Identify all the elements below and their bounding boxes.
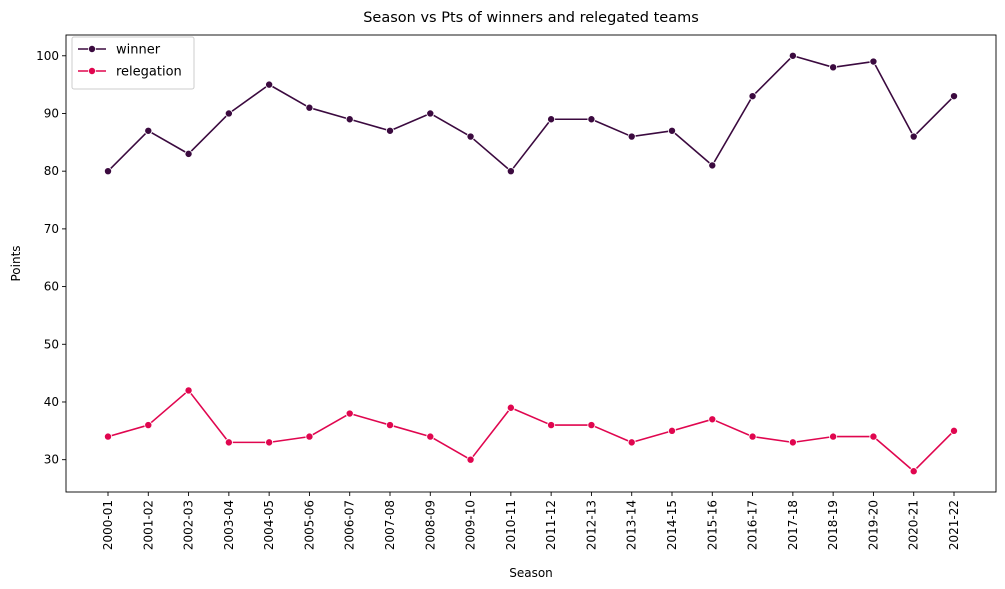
x-tick-label: 2016-17 [746,500,760,550]
winner-point [788,51,797,60]
legend-label-winner: winner [116,43,161,58]
y-axis-label: Points [9,245,23,281]
winner-point [627,132,636,141]
winner-point [144,126,153,135]
relegation-point [748,432,757,441]
x-tick-label: 2021-22 [947,500,961,550]
winner-line [107,54,955,172]
relegation-point [708,415,717,424]
relegation-point [385,421,394,430]
winner-point [708,161,717,170]
winner-point [909,132,918,141]
legend: winner relegation [71,36,195,90]
relegation-point [426,432,435,441]
plot-area [65,34,997,493]
series-relegation [104,386,959,476]
chart-title: Season vs Pts of winners and relegated t… [363,10,699,26]
relegation-point [668,426,677,435]
relegation-point [788,438,797,447]
relegation-point [829,432,838,441]
winner-point [466,132,475,141]
x-tick-label: 2000-01 [101,500,115,550]
relegation-point [909,467,918,476]
series-winner [104,51,959,176]
x-tick-label: 2019-20 [866,500,880,550]
relegation-point [587,421,596,430]
x-tick-label: 2014-15 [665,500,679,550]
relegation-point [345,409,354,418]
y-tick-label: 90 [44,106,59,120]
legend-marker-relegation [88,67,97,76]
x-tick-label: 2012-13 [584,500,598,550]
x-tick-label: 2020-21 [907,500,921,550]
winner-point [587,115,596,124]
y-tick-label: 100 [36,49,59,63]
winner-point [345,115,354,124]
x-tick-label: 2001-02 [141,500,155,550]
x-tick-label: 2007-08 [383,500,397,550]
winner-point [305,103,314,112]
x-tick-label: 2002-03 [182,500,196,550]
legend-box [71,36,195,90]
relegation-point [305,432,314,441]
relegation-point [104,432,113,441]
winner-point [547,115,556,124]
winner-point [265,80,274,89]
legend-label-relegation: relegation [116,65,182,80]
relegation-point [184,386,193,395]
winner-point [224,109,233,118]
x-tick-label: 2004-05 [262,500,276,550]
y-tick-label: 70 [44,222,59,236]
winner-point [869,57,878,66]
x-tick-label: 2018-19 [826,500,840,550]
x-tick-label: 2008-09 [423,500,437,550]
relegation-point [144,421,153,430]
relegation-point [265,438,274,447]
winner-point [104,167,113,176]
x-tick-label: 2015-16 [705,500,719,550]
x-tick-label: 2017-18 [786,500,800,550]
relegation-point [466,455,475,464]
winner-point [385,126,394,135]
relegation-point [950,426,959,435]
x-tick-label: 2010-11 [504,500,518,550]
relegation-point [547,421,556,430]
relegation-point [506,403,515,412]
winner-point [748,92,757,101]
relegation-point [224,438,233,447]
series-layer [104,51,959,476]
legend-marker-winner [88,45,97,54]
y-axis: 30 40 50 60 70 80 90 100 [36,49,66,467]
winner-point [426,109,435,118]
x-axis-label: Season [509,566,553,580]
relegation-point [869,432,878,441]
x-tick-label: 2013-14 [625,500,639,550]
winner-point [184,149,193,158]
x-tick-label: 2003-04 [222,500,236,550]
x-tick-label: 2005-06 [302,500,316,550]
relegation-line [107,389,955,473]
relegation-point [627,438,636,447]
winner-point [829,63,838,72]
x-axis: 2000-01 2001-02 2002-03 2003-04 2004-05 2005-… [101,492,961,550]
winner-point [950,92,959,101]
y-tick-label: 80 [44,164,59,178]
winner-point [506,167,515,176]
x-tick-label: 2006-07 [343,500,357,550]
x-tick-label: 2009-10 [464,500,478,550]
winner-point [668,126,677,135]
y-tick-label: 40 [44,395,59,409]
x-tick-label: 2011-12 [544,500,558,550]
y-tick-label: 30 [44,453,59,467]
y-tick-label: 60 [44,280,59,294]
y-tick-label: 50 [44,337,59,351]
